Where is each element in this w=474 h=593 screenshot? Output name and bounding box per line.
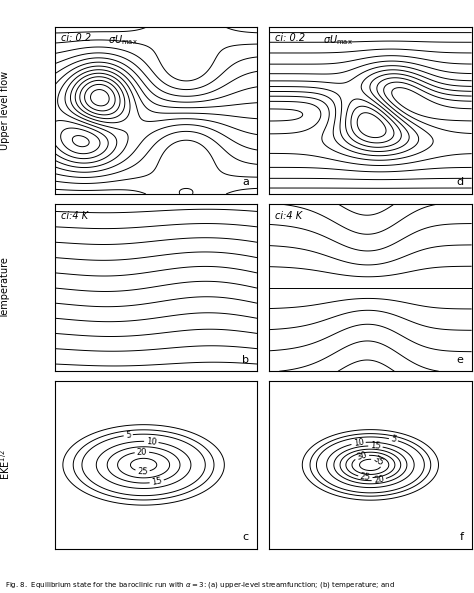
Text: Fig. 8.  Equilibrium state for the baroclinic run with $\alpha = 3$: (a) upper-l: Fig. 8. Equilibrium state for the barocl… — [5, 580, 395, 590]
Text: 10: 10 — [353, 438, 365, 448]
Text: 5: 5 — [125, 431, 131, 440]
Text: ci: 0.2: ci: 0.2 — [275, 33, 305, 43]
Text: d: d — [456, 177, 464, 187]
Text: 10: 10 — [146, 436, 157, 447]
Text: EKE$^{1/2}$: EKE$^{1/2}$ — [0, 449, 12, 480]
Text: 20: 20 — [137, 447, 147, 457]
Text: 5: 5 — [390, 435, 397, 445]
Text: f: f — [459, 532, 464, 542]
Text: 25: 25 — [360, 472, 371, 482]
Text: e: e — [456, 355, 464, 365]
Text: 20: 20 — [373, 475, 385, 485]
Text: ci:4 K: ci:4 K — [275, 211, 302, 221]
Text: ci: 0.2: ci: 0.2 — [61, 33, 91, 43]
Text: Temperature: Temperature — [0, 257, 10, 318]
Text: ci:4 K: ci:4 K — [61, 211, 88, 221]
Text: 35: 35 — [371, 454, 385, 468]
Text: 15: 15 — [151, 476, 163, 487]
Text: b: b — [242, 355, 249, 365]
Text: c: c — [243, 532, 249, 542]
Text: $\sigma U_{\rm max}$: $\sigma U_{\rm max}$ — [108, 33, 138, 47]
Text: $\sigma U_{\rm max}$: $\sigma U_{\rm max}$ — [323, 33, 353, 47]
Text: Upper level flow: Upper level flow — [0, 71, 10, 150]
Text: 25: 25 — [137, 467, 148, 476]
Text: a: a — [242, 177, 249, 187]
Text: 15: 15 — [370, 441, 381, 451]
Text: 30: 30 — [356, 451, 368, 462]
